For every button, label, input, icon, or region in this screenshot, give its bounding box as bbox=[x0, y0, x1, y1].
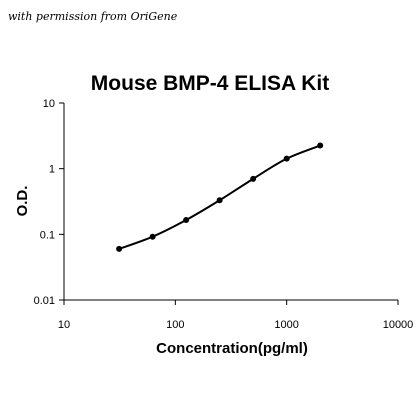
data-point bbox=[149, 233, 156, 240]
watermark-text: with permission from OriGene bbox=[8, 10, 178, 23]
x-axis-label: Concentration(pg/ml) bbox=[156, 340, 308, 357]
y-tick-label: 0.01 bbox=[34, 295, 55, 307]
tick-labels: 10 100 1000 10000 0.01 0.1 1 10 bbox=[34, 98, 414, 331]
ticks bbox=[59, 102, 399, 305]
x-tick-label: 1000 bbox=[274, 319, 298, 331]
y-axis-label: O.D. bbox=[14, 186, 31, 217]
data-point bbox=[283, 155, 290, 162]
y-tick-label: 1 bbox=[49, 164, 55, 176]
axes bbox=[63, 103, 398, 301]
data-point bbox=[183, 217, 190, 224]
data-point bbox=[216, 197, 223, 204]
x-tick-label: 10000 bbox=[383, 319, 414, 331]
y-tick-label: 0.1 bbox=[40, 229, 55, 241]
chart-title: Mouse BMP-4 ELISA Kit bbox=[91, 72, 329, 95]
data-point bbox=[250, 175, 257, 182]
data-point bbox=[317, 142, 324, 149]
x-tick-label: 10 bbox=[58, 319, 70, 331]
fitted-curve bbox=[118, 144, 321, 250]
data-point bbox=[116, 245, 123, 252]
y-tick-label: 10 bbox=[43, 98, 55, 110]
x-tick-label: 100 bbox=[166, 319, 184, 331]
data-points bbox=[116, 142, 324, 252]
